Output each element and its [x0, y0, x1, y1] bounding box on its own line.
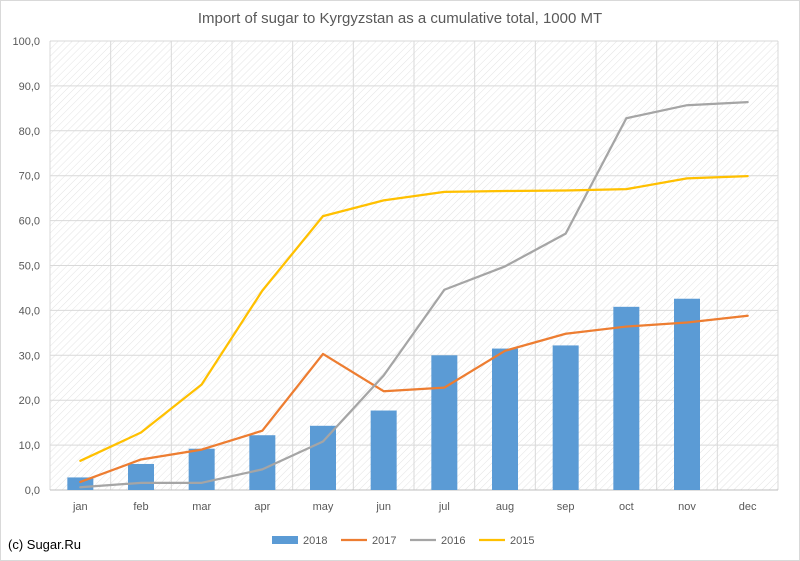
y-tick-label: 70,0 — [19, 171, 40, 183]
legend-swatch-2018 — [272, 536, 298, 544]
legend-label-2017: 2017 — [372, 535, 396, 547]
x-tick-label: mar — [192, 501, 211, 513]
line-series-2015 — [79, 175, 749, 462]
x-tick-label: jun — [375, 501, 391, 513]
y-tick-label: 80,0 — [19, 126, 40, 138]
x-tick-label: jan — [72, 501, 88, 513]
y-tick-label: 90,0 — [19, 81, 40, 93]
y-tick-label: 30,0 — [19, 350, 40, 362]
x-tick-label: nov — [678, 501, 696, 513]
line-series-2017 — [79, 314, 749, 484]
legend-label-2015: 2015 — [510, 535, 534, 547]
x-tick-label: may — [313, 501, 334, 513]
bar-2018-jun — [370, 410, 397, 490]
bar-2018-aug — [492, 348, 518, 490]
y-tick-label: 60,0 — [19, 216, 40, 228]
chart-title: Import of sugar to Kyrgyzstan as a cumul… — [197, 10, 603, 27]
y-tick-label: 50,0 — [19, 261, 40, 273]
x-tick-label: dec — [739, 501, 757, 513]
line-series-2016 — [79, 100, 749, 489]
bar-2018-oct — [613, 306, 640, 490]
legend-label-2016: 2016 — [441, 535, 465, 547]
y-tick-label: 40,0 — [19, 305, 40, 317]
bar-2018-apr — [249, 435, 276, 490]
x-tick-label: feb — [133, 501, 148, 513]
bar-2018-sep — [552, 345, 579, 490]
x-tick-label: apr — [254, 501, 270, 513]
x-tick-label: oct — [619, 501, 634, 513]
x-tick-label: jul — [438, 501, 450, 513]
bar-2018-feb — [128, 463, 154, 490]
legend-label-2018: 2018 — [303, 535, 327, 547]
bar-2018-nov — [674, 298, 700, 490]
y-tick-label: 0,0 — [25, 485, 40, 497]
bar-2018-jul — [431, 355, 458, 490]
credit-text: (c) Sugar.Ru — [8, 537, 81, 552]
y-tick-label: 10,0 — [19, 440, 40, 452]
x-tick-label: sep — [557, 501, 575, 513]
bar-2018-may — [310, 425, 336, 490]
y-tick-label: 20,0 — [19, 395, 40, 407]
x-tick-label: aug — [496, 501, 514, 513]
y-tick-label: 100,0 — [12, 36, 40, 48]
